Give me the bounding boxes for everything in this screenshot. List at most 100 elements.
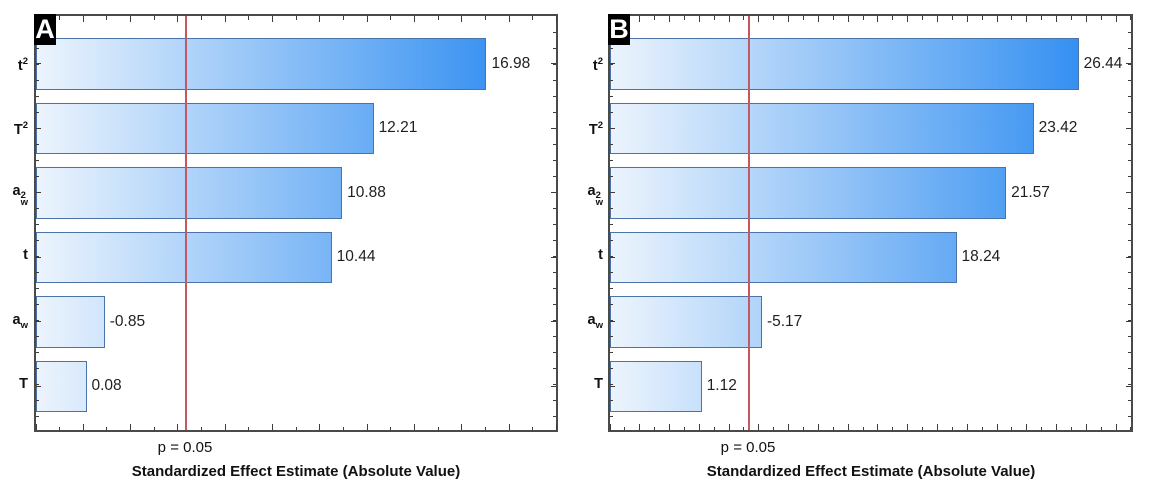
- axis-tick: [1128, 48, 1131, 49]
- axis-tick: [106, 426, 108, 430]
- axis-tick: [36, 304, 39, 305]
- axis-tick: [610, 208, 613, 209]
- axis-tick: [1070, 16, 1072, 20]
- axis-tick: [773, 426, 775, 430]
- axis-tick: [36, 144, 39, 145]
- axis-tick: [773, 16, 775, 20]
- effect-bar: [36, 360, 87, 412]
- significance-reference-line: [185, 16, 188, 430]
- effect-bar: [36, 102, 374, 154]
- axis-tick: [1128, 320, 1131, 321]
- axis-tick: [485, 426, 487, 430]
- axis-tick: [610, 384, 613, 385]
- axis-tick: [610, 160, 613, 161]
- axis-tick: [610, 112, 613, 113]
- axis-tick: [832, 16, 834, 20]
- axis-tick: [1128, 256, 1131, 257]
- axis-tick: [610, 304, 613, 305]
- axis-tick: [1130, 16, 1132, 20]
- axis-tick: [698, 16, 700, 22]
- axis-tick: [639, 424, 641, 430]
- axis-tick: [610, 256, 613, 257]
- axis-tick: [248, 426, 250, 430]
- axis-tick: [610, 224, 613, 225]
- axis-tick: [177, 16, 179, 22]
- bar-value-label: -0.85: [109, 312, 146, 330]
- bar-value-label: 10.88: [347, 183, 386, 201]
- axis-tick: [36, 400, 39, 401]
- axis-tick: [553, 240, 556, 241]
- axis-tick: [713, 16, 715, 20]
- axis-tick: [532, 16, 534, 20]
- axis-tick: [936, 424, 938, 430]
- axis-tick: [1130, 426, 1132, 430]
- axis-tick: [461, 424, 463, 430]
- axis-tick: [508, 16, 510, 22]
- axis-tick: [201, 426, 203, 430]
- axis-tick: [610, 64, 613, 65]
- axis-tick: [610, 96, 613, 97]
- axis-tick: [36, 272, 39, 273]
- category-tick: [610, 385, 615, 387]
- effect-bar: [36, 167, 343, 219]
- axis-tick: [683, 426, 685, 430]
- bar-value-label: -5.17: [766, 312, 803, 330]
- axis-tick: [201, 16, 203, 20]
- axis-tick: [654, 426, 656, 430]
- axis-tick: [224, 16, 226, 22]
- axis-tick: [553, 160, 556, 161]
- axis-tick: [1128, 240, 1131, 241]
- axis-tick: [892, 426, 894, 430]
- axis-tick: [461, 16, 463, 22]
- axis-tick: [553, 304, 556, 305]
- axis-tick: [36, 368, 39, 369]
- axis-tick: [610, 352, 613, 353]
- axis-tick: [414, 16, 416, 22]
- axis-tick: [922, 16, 924, 20]
- plot-area-a: A 16.98 12.21 10.88 10.44 -0.85 0.08: [34, 14, 558, 432]
- axis-tick: [553, 416, 556, 417]
- axis-tick: [59, 16, 61, 20]
- axis-tick: [1128, 144, 1131, 145]
- axis-tick: [1128, 64, 1131, 65]
- axis-tick: [553, 80, 556, 81]
- axis-tick: [669, 424, 671, 430]
- category-tick: [551, 192, 556, 194]
- axis-tick: [1056, 16, 1058, 22]
- axis-tick: [907, 424, 909, 430]
- axis-tick: [654, 16, 656, 20]
- x-axis-title-a: Standardized Effect Estimate (Absolute V…: [131, 463, 461, 480]
- category-tick: [610, 63, 615, 65]
- axis-tick: [272, 424, 274, 430]
- axis-tick: [248, 16, 250, 20]
- axis-tick: [36, 320, 39, 321]
- axis-tick: [1128, 288, 1131, 289]
- axis-tick: [1026, 16, 1028, 22]
- axis-tick: [553, 96, 556, 97]
- axis-tick: [556, 16, 558, 22]
- axis-tick: [553, 384, 556, 385]
- category-tick: [36, 385, 41, 387]
- axis-tick: [272, 16, 274, 22]
- bar-value-label: 18.24: [961, 248, 1001, 266]
- category-tick: [1126, 63, 1131, 65]
- axis-tick: [728, 424, 730, 430]
- category-tick: [551, 321, 556, 323]
- p-value-label-b: p = 0.05: [720, 439, 776, 456]
- axis-tick: [610, 288, 613, 289]
- axis-tick: [36, 416, 39, 417]
- axis-tick: [36, 224, 39, 225]
- axis-tick: [1056, 424, 1058, 430]
- axis-tick: [36, 176, 39, 177]
- axis-tick: [177, 424, 179, 430]
- axis-tick: [683, 16, 685, 20]
- axis-tick: [153, 426, 155, 430]
- axis-tick: [130, 424, 132, 430]
- axis-tick: [1128, 384, 1131, 385]
- axis-tick: [553, 224, 556, 225]
- category-tick: [36, 127, 41, 129]
- category-tick: [1126, 385, 1131, 387]
- axis-tick: [366, 424, 368, 430]
- plot-area-b: B 26.44 23.42 21.57 18.24 -5.17 1.12: [608, 14, 1133, 432]
- axis-tick: [36, 80, 39, 81]
